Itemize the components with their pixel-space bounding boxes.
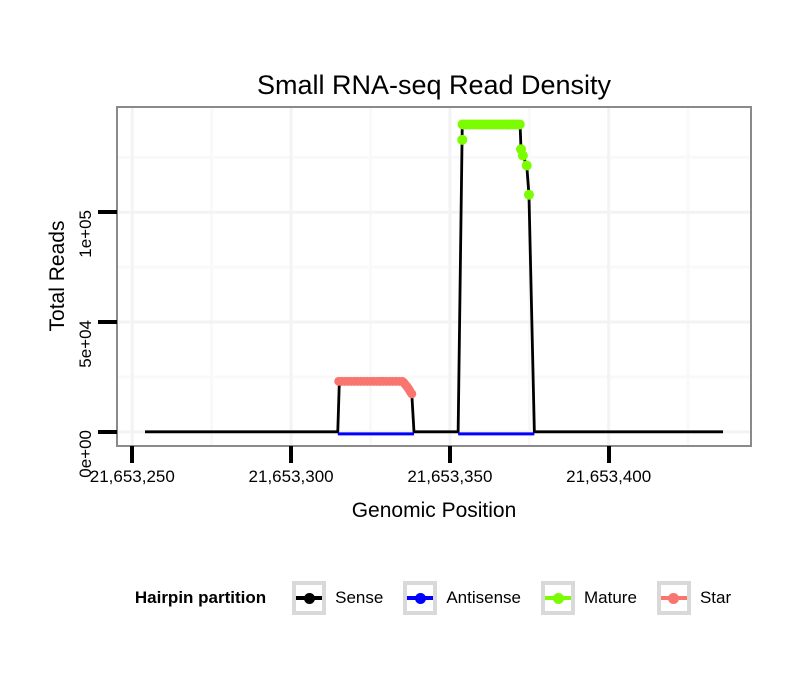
x-tick-label: 21,653,300 <box>248 467 334 486</box>
legend-item-antisense: Antisense <box>403 581 521 615</box>
chart-title: Small RNA-seq Read Density <box>256 70 612 100</box>
y-axis-tick <box>98 429 117 434</box>
x-axis-tick <box>447 446 452 463</box>
sense-dot-marker-icon <box>303 592 315 604</box>
x-tick-label: 21,653,250 <box>89 467 175 486</box>
legend: Hairpin partition Sense Antisense Mature <box>56 580 810 616</box>
x-axis-title: Genomic Position <box>351 499 517 522</box>
y-axis-tick <box>98 210 117 215</box>
x-tick-label: 21,653,350 <box>407 467 493 486</box>
legend-key-sense <box>292 581 327 615</box>
y-axis-tick <box>98 320 117 325</box>
legend-label-star: Star <box>699 588 732 607</box>
legend-label-mature: Mature <box>584 588 637 607</box>
plot-panel <box>116 106 752 447</box>
legend-key-mature <box>541 581 576 615</box>
y-tick-label: 1e+05 <box>76 210 95 259</box>
legend-label-sense: Sense <box>335 588 384 607</box>
legend-item-sense: Sense <box>292 581 383 615</box>
sense-line <box>144 123 724 434</box>
legend-item-mature: Mature <box>541 581 637 615</box>
x-axis-tick <box>289 446 294 463</box>
legend-label-antisense: Antisense <box>446 588 522 607</box>
mature-dot-marker-icon <box>552 592 564 604</box>
y-tick-label: 0e+00 <box>76 429 95 478</box>
antisense-dot-marker-icon <box>414 592 426 604</box>
star-dot-marker-icon <box>668 592 680 604</box>
x-tick-label: 21,653,400 <box>566 467 652 486</box>
y-tick-label: 5e+04 <box>76 320 95 368</box>
legend-key-star <box>656 581 691 615</box>
legend-key-antisense <box>403 581 438 615</box>
plot-canvas <box>118 108 750 445</box>
y-axis-title: Total Reads <box>46 220 69 332</box>
legend-item-star: Star <box>656 581 732 615</box>
x-axis-tick <box>606 446 611 463</box>
star-points <box>334 376 417 399</box>
legend-title: Hairpin partition <box>134 588 267 607</box>
x-axis-tick <box>130 446 135 463</box>
mature-points <box>457 119 534 200</box>
